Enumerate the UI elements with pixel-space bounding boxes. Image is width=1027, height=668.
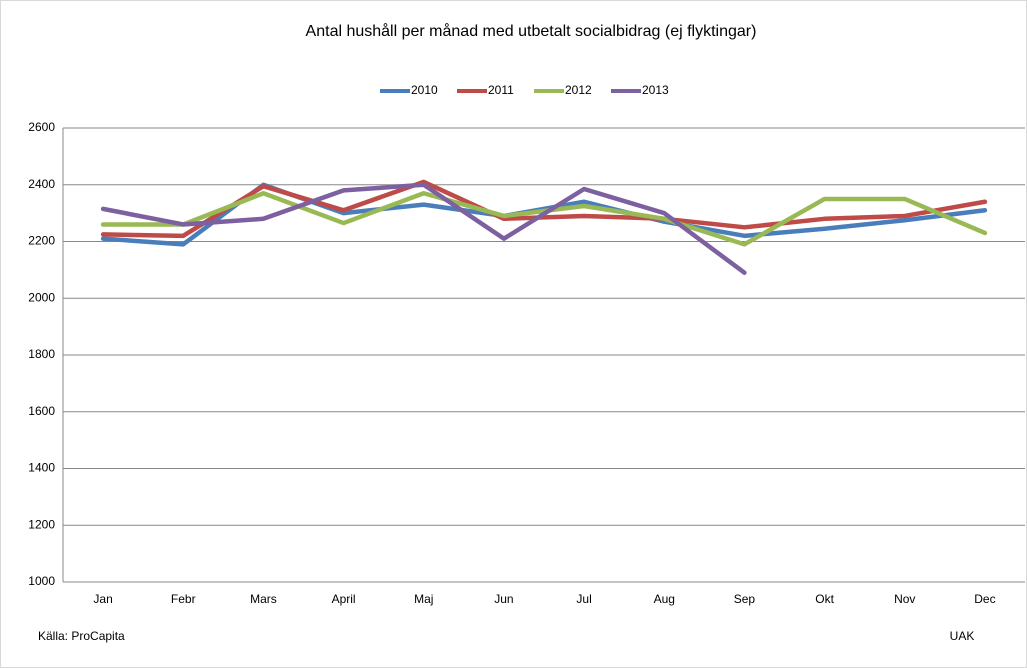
x-tick-label: April — [332, 592, 356, 606]
y-tick-label: 1400 — [28, 461, 55, 475]
series-line — [100, 191, 988, 247]
legend-label: 2013 — [642, 83, 669, 97]
x-tick-label: Febr — [171, 592, 196, 606]
legend-label: 2011 — [488, 83, 514, 97]
legend-label: 2012 — [565, 83, 592, 97]
x-tick-label: Dec — [974, 592, 995, 606]
legend-label: 2010 — [411, 83, 438, 97]
y-tick-label: 2400 — [28, 177, 55, 191]
y-tick-label: 2000 — [28, 290, 55, 304]
chart-title: Antal hushåll per månad med utbetalt soc… — [306, 22, 757, 40]
series-line — [100, 182, 747, 275]
source: Källa: ProCapita — [38, 629, 125, 643]
x-tick-label: Aug — [654, 592, 675, 606]
series-line — [100, 179, 988, 239]
x-tick-label: Sep — [734, 592, 756, 606]
y-tick-label: 2600 — [28, 120, 55, 134]
y-tick-label: 1600 — [28, 404, 55, 418]
y-tick-label: 1800 — [28, 347, 55, 361]
y-tick-label: 1200 — [28, 517, 55, 531]
x-tick-label: Maj — [414, 592, 433, 606]
x-tick-label: Jul — [576, 592, 591, 606]
y-tick-label: 2200 — [28, 234, 55, 248]
credit: UAK — [950, 629, 975, 643]
x-tick-label: Nov — [894, 592, 915, 606]
x-tick-label: Jan — [93, 592, 112, 606]
x-tick-label: Okt — [815, 592, 834, 606]
x-tick-label: Jun — [494, 592, 513, 606]
y-tick-label: 1000 — [28, 574, 55, 588]
x-tick-label: Mars — [250, 592, 277, 606]
